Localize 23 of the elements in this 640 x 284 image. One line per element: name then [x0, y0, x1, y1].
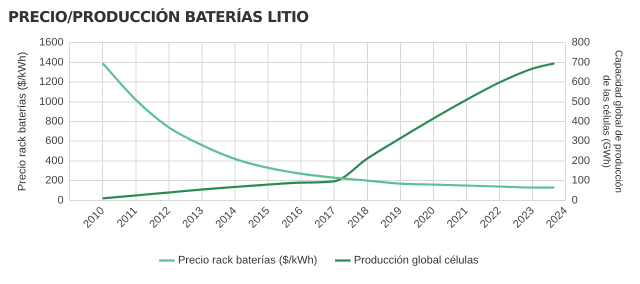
- y-tick-label: 200: [45, 174, 64, 187]
- y-tick-label: 400: [45, 154, 64, 167]
- legend-label: Precio rack baterías ($/kWh): [178, 254, 318, 267]
- y2-tick-label: 0: [572, 194, 578, 206]
- y2-tick-label: 700: [572, 56, 590, 68]
- y-tick-label: 0: [58, 194, 64, 206]
- y-tick-label: 600: [45, 135, 64, 148]
- legend-label: Producción global células: [354, 254, 480, 267]
- y2-axis-title: Capacidad global de producción de las células (GWh): [600, 50, 624, 193]
- chart-title: PRECIO/PRODUCCIÓN BATERÍAS LITIO: [8, 8, 310, 28]
- y2-tick-label: 500: [572, 96, 590, 108]
- y-tick-label: 1200: [39, 76, 64, 88]
- y2-tick-label: 400: [572, 116, 590, 128]
- y-axis-title: Precio rack baterías ($/kWh): [16, 52, 29, 192]
- y-tick-label: 1000: [39, 96, 64, 108]
- y2-tick-label: 800: [572, 36, 590, 49]
- y-tick-label: 1400: [39, 56, 64, 68]
- y2-tick-label: 600: [572, 76, 590, 88]
- y2-tick-label: 300: [572, 135, 590, 148]
- y2-tick-label: 100: [572, 174, 590, 187]
- y-tick-label: 800: [45, 116, 64, 128]
- y2-tick-label: 200: [572, 154, 590, 167]
- y-tick-label: 1600: [39, 36, 64, 49]
